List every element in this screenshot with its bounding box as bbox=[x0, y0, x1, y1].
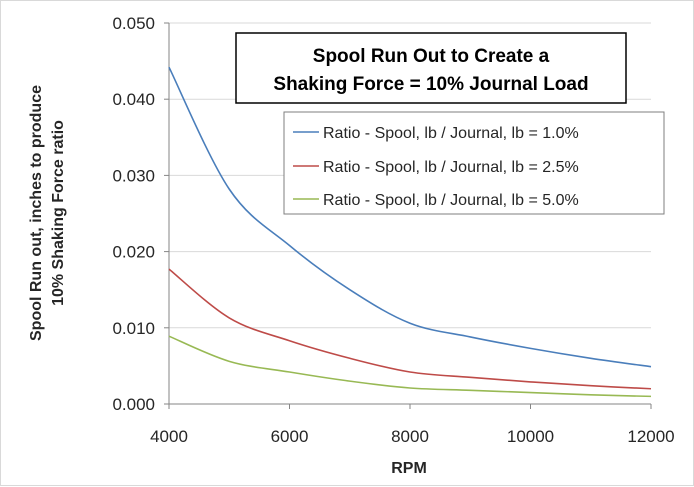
series-line-2 bbox=[168, 268, 652, 390]
legend-label-3: Ratio - Spool, lb / Journal, lb = 5.0% bbox=[323, 192, 579, 209]
x-tick-label: 8000 bbox=[391, 427, 429, 446]
series-lines bbox=[168, 66, 652, 398]
x-tick-label: 10000 bbox=[507, 427, 554, 446]
x-tick-label: 4000 bbox=[150, 427, 188, 446]
x-axis-title: RPM bbox=[391, 460, 427, 477]
series-line-3 bbox=[168, 335, 652, 398]
x-tick-label: 12000 bbox=[627, 427, 674, 446]
legend-entry-2: Ratio - Spool, lb / Journal, lb = 2.5% bbox=[293, 159, 579, 176]
legend-entry-1: Ratio - Spool, lb / Journal, lb = 1.0% bbox=[293, 125, 579, 142]
legend-label-1: Ratio - Spool, lb / Journal, lb = 1.0% bbox=[323, 125, 579, 142]
y-tick-label: 0.000 bbox=[112, 395, 155, 414]
y-tick-label: 0.050 bbox=[112, 14, 155, 33]
x-tick-label: 6000 bbox=[271, 427, 309, 446]
axes bbox=[164, 22, 652, 409]
legend: Ratio - Spool, lb / Journal, lb = 1.0% R… bbox=[283, 111, 665, 215]
legend-entry-3: Ratio - Spool, lb / Journal, lb = 5.0% bbox=[293, 192, 579, 209]
legend-label-2: Ratio - Spool, lb / Journal, lb = 2.5% bbox=[323, 159, 579, 176]
chart-title-box: Spool Run Out to Create a Shaking Force … bbox=[235, 32, 627, 104]
y-axis-title-line-1: Spool Run out, inches to produce bbox=[28, 85, 45, 341]
tick-labels: 0.000 0.010 0.020 0.030 0.040 0.050 4000 6000 80… bbox=[112, 14, 674, 446]
y-tick-label: 0.010 bbox=[112, 319, 155, 338]
chart-title-line-1: Spool Run Out to Create a bbox=[313, 46, 550, 67]
y-axis-title-line-2: 10% Shaking Force ratio bbox=[50, 120, 67, 306]
chart-title-line-2: Shaking Force = 10% Journal Load bbox=[273, 74, 588, 95]
y-tick-label: 0.020 bbox=[112, 243, 155, 262]
y-tick-label: 0.040 bbox=[112, 90, 155, 109]
series-line-1 bbox=[168, 66, 652, 368]
y-tick-label: 0.030 bbox=[112, 166, 155, 185]
